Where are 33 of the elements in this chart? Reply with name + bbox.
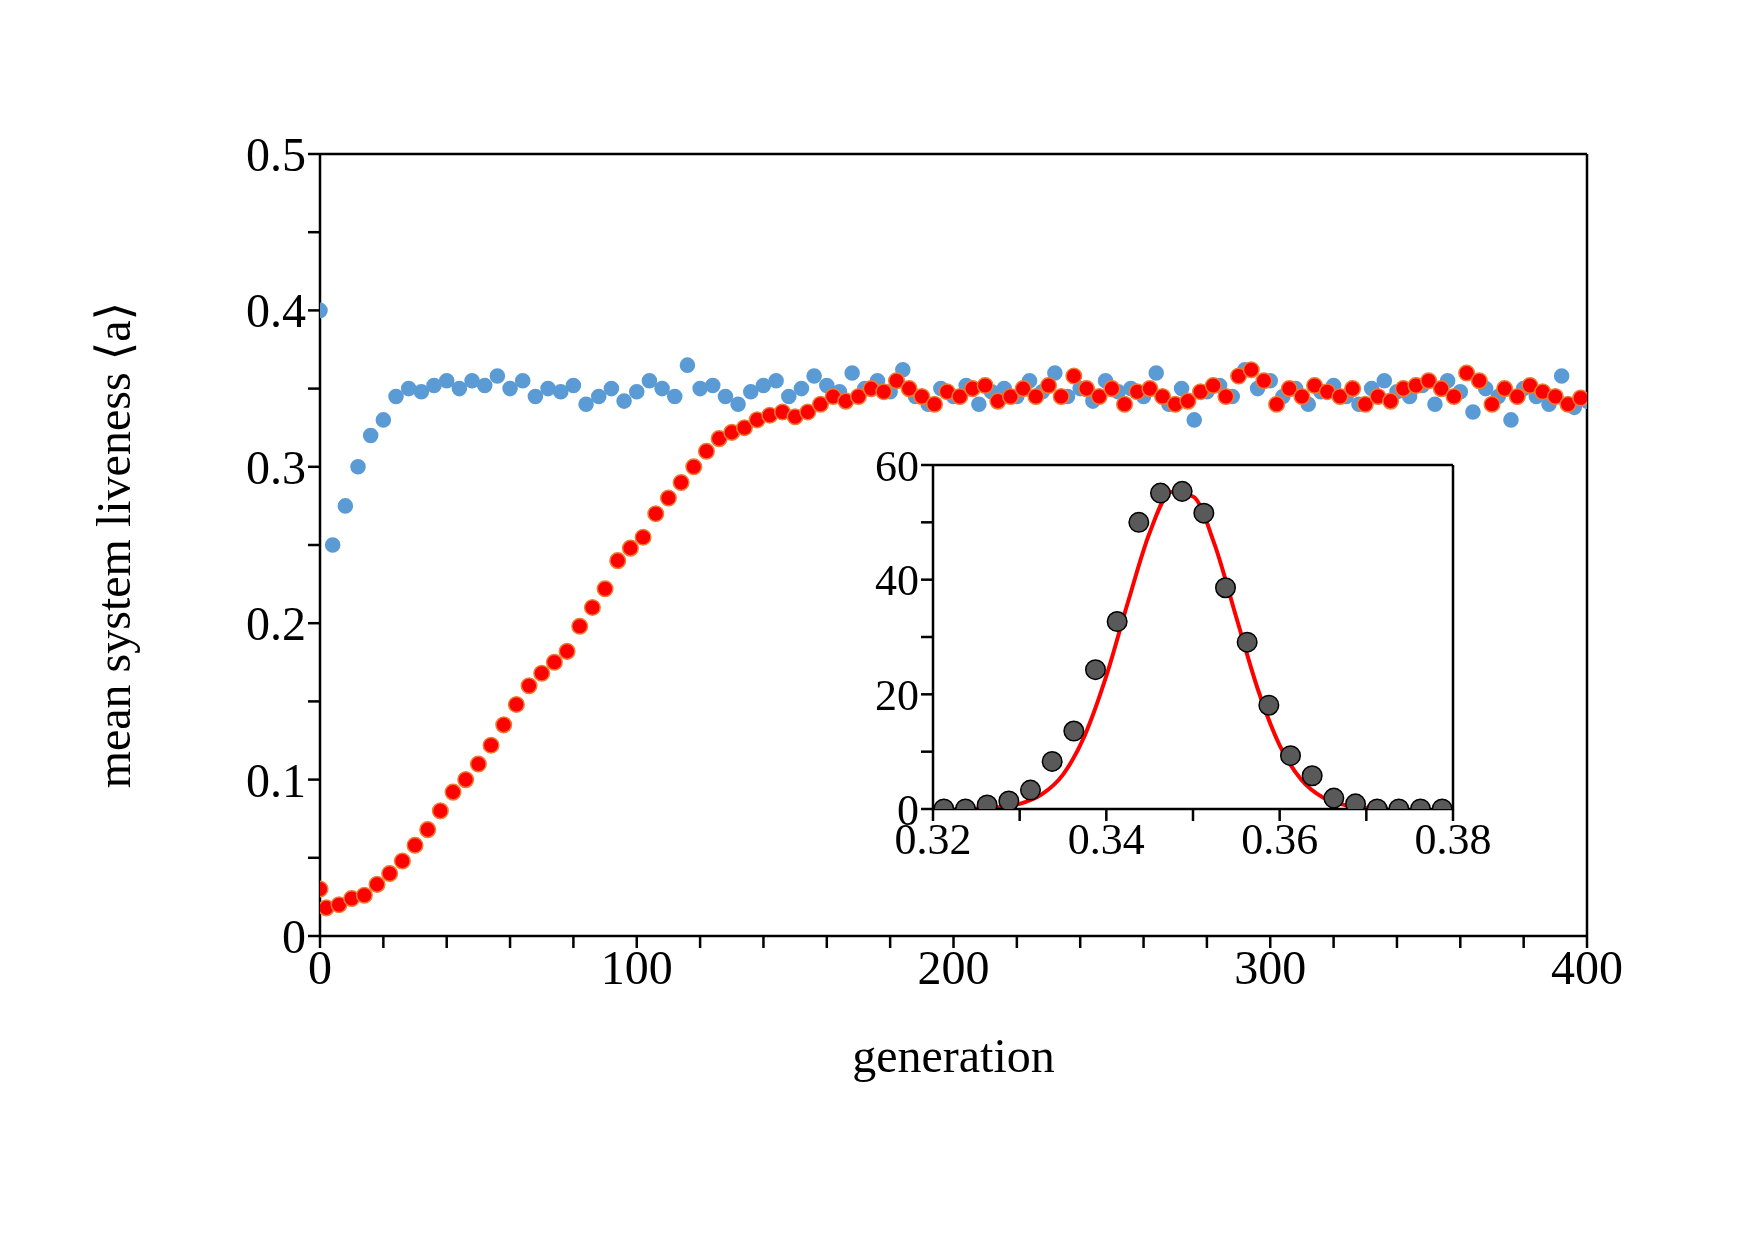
- y-tick-label: 40: [875, 556, 919, 606]
- point: [1128, 511, 1150, 533]
- point: [1258, 694, 1280, 716]
- point: [998, 790, 1020, 809]
- x-tick-label: 100: [600, 941, 673, 995]
- point: [1301, 765, 1323, 787]
- y-tick-label: 0.4: [246, 284, 306, 338]
- point: [1214, 577, 1237, 599]
- point: [1084, 659, 1107, 681]
- x-tick-label: 200: [917, 941, 990, 995]
- point: [1063, 720, 1085, 742]
- point: [1019, 779, 1042, 801]
- point: [1236, 631, 1258, 653]
- x-axis-title: generation: [852, 1029, 1055, 1082]
- y-tick-label: 60: [875, 441, 919, 491]
- point: [1279, 745, 1302, 767]
- point: [1171, 480, 1193, 502]
- point: [1106, 611, 1128, 633]
- point: [1193, 502, 1215, 524]
- y-tick-label: 20: [875, 670, 919, 720]
- y-tick-label: 0.3: [246, 440, 306, 494]
- point: [1323, 787, 1345, 809]
- x-tick-label: 0.34: [1067, 815, 1145, 865]
- point: [1041, 750, 1063, 772]
- y-tick-label: 0.2: [246, 597, 306, 651]
- y-tick-label: 0.5: [246, 128, 306, 182]
- x-tick-label: 0.36: [1241, 815, 1319, 865]
- y-axis-title: mean system liveness ⟨a⟩: [87, 301, 141, 789]
- x-tick-label: 400: [1551, 941, 1623, 995]
- x-tick-label: 0.38: [1414, 815, 1492, 865]
- y-tick-label: 0.1: [246, 753, 306, 807]
- x-tick-label: 300: [1234, 941, 1307, 995]
- point: [1149, 482, 1172, 504]
